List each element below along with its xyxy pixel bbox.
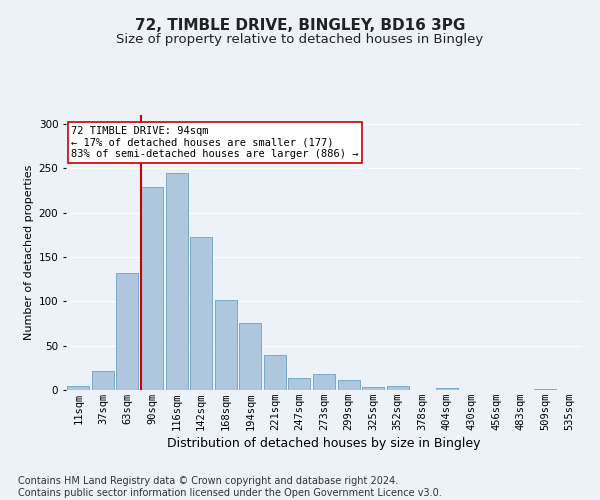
- Bar: [141, 187, 163, 390]
- Bar: [92, 372, 114, 390]
- Bar: [190, 238, 212, 390]
- Text: 72, TIMBLE DRIVE, BINGLEY, BD16 3PG: 72, TIMBLE DRIVE, BINGLEY, BD16 3PG: [135, 18, 465, 32]
- Bar: [215, 300, 237, 390]
- Bar: [338, 380, 359, 390]
- Y-axis label: Number of detached properties: Number of detached properties: [25, 165, 34, 340]
- Bar: [67, 386, 89, 390]
- Bar: [116, 273, 139, 390]
- Text: Contains HM Land Registry data © Crown copyright and database right 2024.
Contai: Contains HM Land Registry data © Crown c…: [18, 476, 442, 498]
- X-axis label: Distribution of detached houses by size in Bingley: Distribution of detached houses by size …: [167, 437, 481, 450]
- Bar: [386, 386, 409, 390]
- Bar: [289, 378, 310, 390]
- Text: Size of property relative to detached houses in Bingley: Size of property relative to detached ho…: [116, 32, 484, 46]
- Bar: [264, 354, 286, 390]
- Bar: [534, 389, 556, 390]
- Bar: [166, 172, 188, 390]
- Bar: [362, 388, 384, 390]
- Text: 72 TIMBLE DRIVE: 94sqm
← 17% of detached houses are smaller (177)
83% of semi-de: 72 TIMBLE DRIVE: 94sqm ← 17% of detached…: [71, 126, 359, 159]
- Bar: [436, 388, 458, 390]
- Bar: [239, 322, 262, 390]
- Bar: [313, 374, 335, 390]
